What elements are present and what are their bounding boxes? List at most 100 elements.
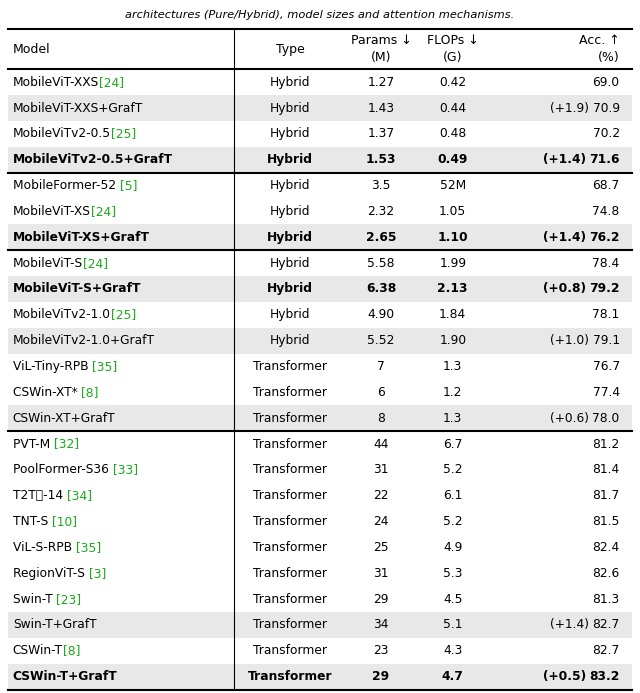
Text: 22: 22 [373, 489, 388, 502]
Text: 2.65: 2.65 [365, 231, 396, 244]
Text: 6.7: 6.7 [443, 437, 463, 450]
Text: 5.58: 5.58 [367, 256, 395, 270]
Text: [35]: [35] [76, 541, 101, 554]
Text: architectures (Pure/Hybrid), model sizes and attention mechanisms.: architectures (Pure/Hybrid), model sizes… [125, 10, 515, 19]
Text: 31: 31 [373, 567, 388, 580]
Text: 29: 29 [372, 670, 390, 683]
Text: (+0.6): (+0.6) [550, 412, 589, 425]
Bar [8, 95, 632, 121]
Text: 81.7: 81.7 [593, 489, 620, 502]
Bar [8, 328, 632, 353]
Text: Type: Type [276, 43, 305, 55]
Text: Hybrid: Hybrid [270, 102, 310, 114]
Text: 78.0: 78.0 [593, 412, 620, 425]
Text: [25]: [25] [111, 308, 136, 322]
Text: 52M: 52M [440, 179, 466, 192]
Text: Acc. ↑: Acc. ↑ [579, 35, 620, 47]
Text: Transformer: Transformer [253, 360, 327, 373]
Text: [25]: [25] [111, 128, 136, 141]
Text: 0.44: 0.44 [439, 102, 467, 114]
Text: 7: 7 [377, 360, 385, 373]
Text: 1.99: 1.99 [439, 256, 467, 270]
Text: Hybrid: Hybrid [270, 334, 310, 347]
Text: 6: 6 [377, 386, 385, 399]
Text: ViL-S-RPB: ViL-S-RPB [13, 541, 76, 554]
Text: TNT-S: TNT-S [13, 515, 52, 528]
Text: 1.10: 1.10 [437, 231, 468, 244]
Text: Transformer: Transformer [248, 670, 333, 683]
Text: MobileViT-XXS+GrafT: MobileViT-XXS+GrafT [13, 102, 143, 114]
Text: MobileViTv2-1.0: MobileViTv2-1.0 [13, 308, 111, 322]
Text: Hybrid: Hybrid [270, 128, 310, 141]
Text: 1.84: 1.84 [439, 308, 467, 322]
Text: MobileViT-XS+GrafT: MobileViT-XS+GrafT [13, 231, 150, 244]
Text: [3]: [3] [88, 567, 106, 580]
Text: 71.6: 71.6 [589, 153, 620, 166]
Text: 70.9: 70.9 [593, 102, 620, 114]
Text: 4.7: 4.7 [442, 670, 463, 683]
Text: (M): (M) [371, 51, 391, 64]
Text: 82.7: 82.7 [593, 618, 620, 631]
Text: (+0.8): (+0.8) [543, 283, 586, 295]
Text: [24]: [24] [83, 256, 108, 270]
Text: Swin-T: Swin-T [13, 593, 56, 606]
Text: 76.2: 76.2 [589, 231, 620, 244]
Text: [33]: [33] [113, 464, 138, 476]
Text: 81.3: 81.3 [593, 593, 620, 606]
Text: Model: Model [13, 43, 51, 55]
Text: [32]: [32] [54, 437, 79, 450]
Bar [8, 147, 632, 173]
Text: MobileViTv2-0.5: MobileViTv2-0.5 [13, 128, 111, 141]
Text: 82.7: 82.7 [593, 644, 620, 657]
Text: 2.13: 2.13 [438, 283, 468, 295]
Text: 1.43: 1.43 [367, 102, 394, 114]
Text: 8: 8 [377, 412, 385, 425]
Text: Hybrid: Hybrid [268, 283, 314, 295]
Text: [5]: [5] [120, 179, 138, 192]
Text: [8]: [8] [81, 386, 99, 399]
Text: Transformer: Transformer [253, 489, 327, 502]
Text: Hybrid: Hybrid [270, 205, 310, 218]
Bar [8, 664, 632, 690]
Bar [8, 405, 632, 431]
Text: [24]: [24] [91, 205, 116, 218]
Text: Transformer: Transformer [253, 644, 327, 657]
Text: 4.5: 4.5 [443, 593, 463, 606]
Text: PVT-M: PVT-M [13, 437, 54, 450]
Text: PoolFormer-S36: PoolFormer-S36 [13, 464, 113, 476]
Text: Transformer: Transformer [253, 437, 327, 450]
Text: Transformer: Transformer [253, 386, 327, 399]
Bar [8, 225, 632, 250]
Text: 81.4: 81.4 [593, 464, 620, 476]
Text: (+1.4): (+1.4) [543, 153, 586, 166]
Text: 1.05: 1.05 [439, 205, 467, 218]
Text: 82.4: 82.4 [593, 541, 620, 554]
Text: 70.2: 70.2 [593, 128, 620, 141]
Text: CSWin-T: CSWin-T [13, 644, 63, 657]
Text: 83.2: 83.2 [589, 670, 620, 683]
Text: MobileViT-S: MobileViT-S [13, 256, 83, 270]
Text: (+1.9): (+1.9) [550, 102, 589, 114]
Text: 4.9: 4.9 [443, 541, 463, 554]
Text: Hybrid: Hybrid [270, 256, 310, 270]
Text: 5.1: 5.1 [443, 618, 463, 631]
Text: 31: 31 [373, 464, 388, 476]
Text: 1.3: 1.3 [443, 412, 463, 425]
Text: 81.2: 81.2 [593, 437, 620, 450]
Text: Hybrid: Hybrid [268, 153, 314, 166]
Text: Transformer: Transformer [253, 464, 327, 476]
Text: 2.32: 2.32 [367, 205, 394, 218]
Text: T2Tᵼ-14: T2Tᵼ-14 [13, 489, 67, 502]
Text: 6.1: 6.1 [443, 489, 463, 502]
Text: [10]: [10] [52, 515, 77, 528]
Text: 3.5: 3.5 [371, 179, 390, 192]
Text: 5.52: 5.52 [367, 334, 395, 347]
Text: 77.4: 77.4 [593, 386, 620, 399]
Text: 1.53: 1.53 [365, 153, 396, 166]
Text: 78.1: 78.1 [593, 308, 620, 322]
Bar [8, 612, 632, 638]
Text: 74.8: 74.8 [593, 205, 620, 218]
Text: Swin-T+GrafT: Swin-T+GrafT [13, 618, 97, 631]
Bar [8, 276, 632, 302]
Text: 1.37: 1.37 [367, 128, 394, 141]
